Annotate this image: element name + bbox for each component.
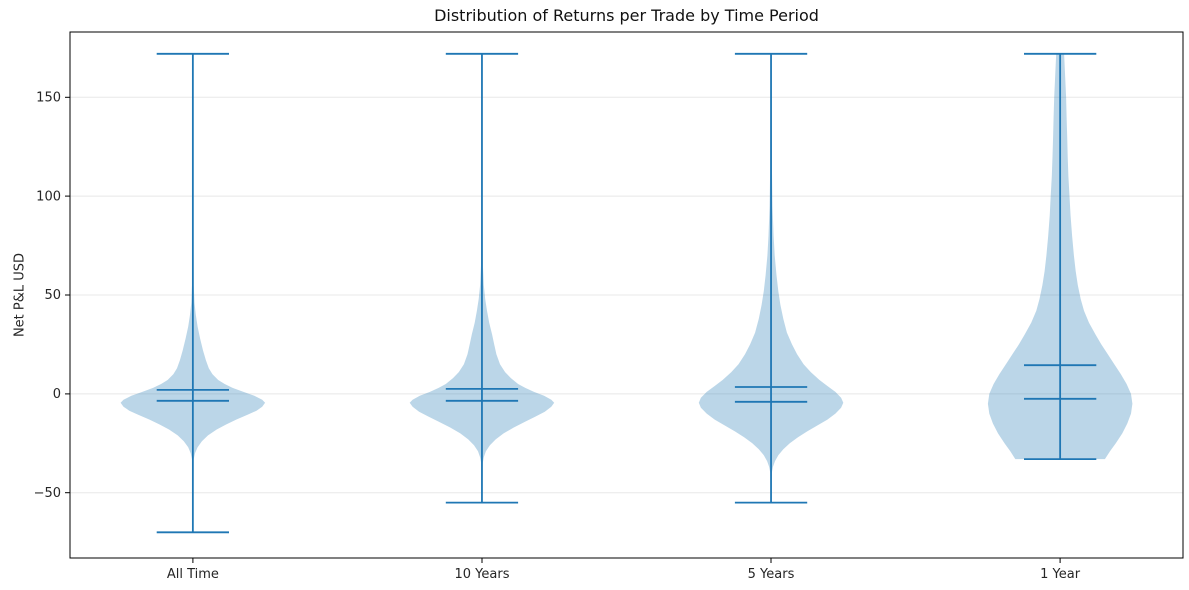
y-tick-label-100: 100 <box>36 189 61 204</box>
x-tick-label-10-years: 10 Years <box>455 567 510 582</box>
y-tick-label-150: 150 <box>36 90 61 105</box>
y-tick-label-0: 0 <box>53 387 61 402</box>
x-tick-label-5-years: 5 Years <box>748 567 795 582</box>
chart-title: Distribution of Returns per Trade by Tim… <box>434 6 819 25</box>
y-tick-label-50: 50 <box>44 288 61 303</box>
y-tick-label--50: −50 <box>34 486 61 501</box>
x-tick-label-all-time: All Time <box>167 567 219 582</box>
x-tick-label-1-year: 1 Year <box>1040 567 1081 582</box>
